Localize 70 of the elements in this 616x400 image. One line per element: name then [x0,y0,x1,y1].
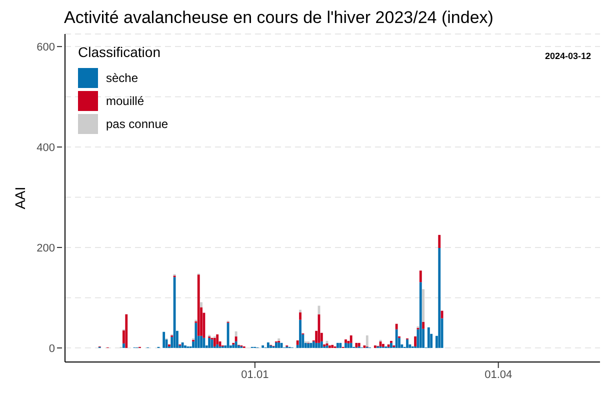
bar [344,342,347,348]
bar [307,343,310,348]
bar [419,282,422,348]
legend-title: Classification [78,44,162,60]
bar [162,332,166,348]
bar [197,274,200,336]
bar [200,336,202,348]
bar [347,343,350,348]
bar [422,289,425,322]
x-tick-label: 01.04 [484,368,512,381]
bar [422,322,425,329]
bar [216,334,219,344]
bar [395,324,398,330]
bar [438,234,441,248]
bar [234,331,238,336]
bar [366,335,368,346]
bar [299,312,302,320]
bar [355,342,358,348]
bar [419,270,422,282]
bar [274,342,278,348]
bar [208,338,211,348]
bar [262,345,264,348]
bar [390,342,392,348]
bar [296,340,299,345]
bar [315,342,318,348]
bar [414,336,416,346]
bar [299,310,302,312]
bar [232,344,235,348]
y-tick-label: 0 [48,342,55,355]
legend-label: sèche [106,70,138,84]
bar [125,314,128,348]
bar [122,343,125,348]
bar [238,345,240,348]
bar [278,338,280,341]
bar [234,336,238,342]
bar [350,335,352,343]
bar [344,339,347,343]
bar [427,327,430,348]
bar [336,342,339,348]
bar [299,320,302,348]
bar [234,341,238,348]
bar [438,248,441,348]
bar [382,344,384,347]
x-tick-label: 01.01 [241,368,269,381]
y-axis-title: AAI [12,186,28,210]
bar [266,342,270,348]
bar [181,342,184,348]
bar [350,342,352,348]
bar [406,339,408,348]
y-tick-label: 400 [36,142,55,154]
bar [213,338,216,346]
bar [395,329,398,348]
legend-label: mouillé [106,94,144,108]
bar [184,345,186,348]
bar [312,341,315,348]
legend-label: pas connue [106,116,168,130]
bar [278,342,280,348]
bar [270,345,272,348]
bar [328,345,331,348]
y-tick-label: 600 [36,42,55,54]
y-tick-label: 200 [36,242,55,254]
chart-title: Activité avalancheuse en cours de l'hiver 2023/24 (index) [64,8,494,28]
bar [331,344,334,348]
bar [320,341,323,348]
bar [339,342,342,348]
bar [200,302,202,308]
annotation: 2024-03-12 [544,51,592,61]
bar [358,342,360,346]
bar [194,322,198,348]
bar [216,344,219,348]
